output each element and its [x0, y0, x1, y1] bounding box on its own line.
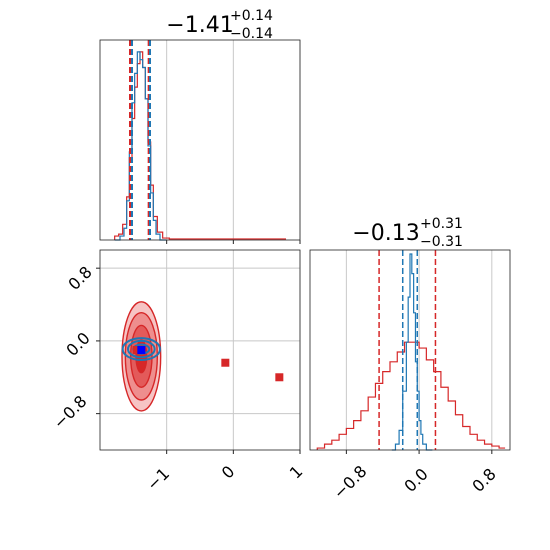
marker-series-1	[137, 346, 146, 354]
param1-title-sub: −0.14	[230, 26, 273, 42]
x-tick-label: −0.8	[330, 462, 371, 503]
y-tick-label: −0.8	[50, 392, 91, 433]
marker-series-0	[132, 346, 141, 354]
contour-series-1	[121, 337, 161, 362]
x-tick-label: 0.8	[468, 464, 499, 495]
histogram-series-1	[114, 51, 166, 241]
marker-series-0	[275, 373, 284, 382]
axes-frame	[309, 249, 511, 451]
contour-series-1	[126, 339, 156, 359]
param2-title-sup: +0.31	[420, 216, 463, 232]
histogram-series-0	[114, 51, 286, 240]
marker-series-0	[221, 358, 230, 367]
x-tick-label: 1	[286, 462, 307, 483]
param2-title-sub: −0.31	[420, 234, 463, 250]
y-tick-label: 0.8	[64, 262, 95, 293]
param2-title: −0.13	[352, 221, 419, 246]
param1-title: −1.41	[166, 13, 233, 38]
axes-frame	[99, 249, 301, 451]
x-tick-label: 0.0	[400, 464, 431, 495]
y-tick-label: 0.0	[62, 328, 93, 359]
x-tick-label: −1	[143, 464, 173, 494]
x-tick-label: 0	[218, 462, 239, 483]
param1-title-sup: +0.14	[230, 8, 273, 24]
axes-frame	[99, 39, 301, 241]
histogram-series-0	[316, 341, 506, 450]
